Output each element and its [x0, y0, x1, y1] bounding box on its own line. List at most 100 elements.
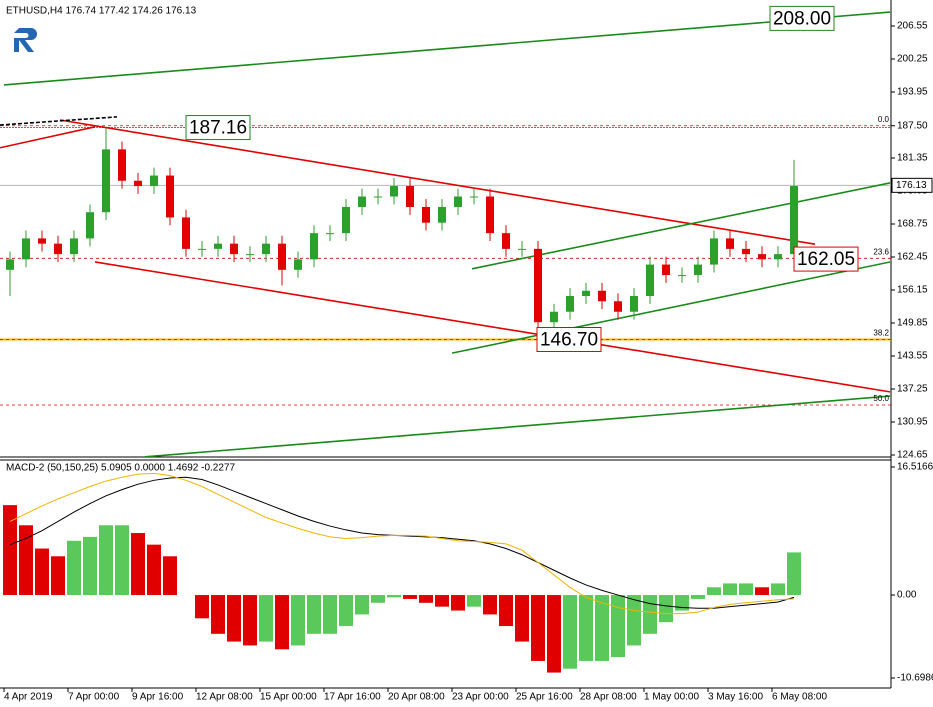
candle-body: [150, 175, 158, 187]
trendline: [94, 261, 891, 393]
y-tick-label: 124.65: [897, 450, 928, 461]
histogram-bar: [499, 595, 513, 627]
histogram-bar: [115, 525, 129, 596]
trendline: [0, 116, 118, 126]
histogram-bar: [211, 595, 225, 634]
histogram-bar: [739, 583, 753, 596]
y-tick-label: 168.75: [897, 219, 928, 230]
price-plot: [0, 11, 891, 457]
histogram-bar: [723, 583, 737, 596]
histogram-bar: [755, 587, 769, 596]
x-tick-label: 23 Apr 00:00: [452, 692, 509, 703]
trendline: [144, 395, 891, 457]
candle-body: [598, 290, 606, 302]
histogram-bar: [131, 533, 145, 596]
macd-line: [9, 472, 795, 615]
candle-body: [278, 243, 286, 270]
histogram-bar: [355, 595, 369, 615]
candle-body: [534, 248, 542, 323]
candle-body: [726, 238, 734, 249]
y-tick-label: 149.85: [897, 318, 928, 329]
x-tick-label: 3 May 16:00: [708, 692, 763, 703]
price-box: [793, 246, 859, 272]
histogram-bar: [387, 595, 401, 598]
candle-body: [22, 238, 30, 260]
price-box: [185, 115, 251, 141]
y-tick-label: 156.15: [897, 285, 928, 296]
histogram-bar: [83, 536, 97, 596]
logo: [14, 28, 37, 52]
candle-body: [342, 206, 350, 234]
candle-body: [70, 238, 78, 255]
x-tick-label: 15 Apr 00:00: [260, 692, 317, 703]
y-tick-label: 187.50: [897, 120, 928, 131]
histogram-bar: [579, 595, 593, 661]
price-box-label: 162.05: [797, 249, 855, 270]
fib-label: 38.2: [873, 329, 889, 338]
candle-body: [38, 238, 46, 244]
x-tick-label: 6 May 08:00: [772, 692, 827, 703]
candle-body: [774, 254, 782, 260]
candle-body: [438, 206, 446, 223]
y-tick-label: -10.6986: [897, 673, 933, 684]
histogram-bar: [51, 556, 65, 596]
price-box: [769, 5, 835, 31]
price-box-label: 146.70: [540, 330, 598, 351]
y-tick-label: 193.95: [897, 87, 928, 98]
x-tick-label: 7 Apr 00:00: [68, 692, 120, 703]
trendline: [451, 261, 891, 354]
histogram-bar: [323, 595, 337, 634]
histogram-bar: [275, 595, 289, 650]
histogram-bar: [243, 595, 257, 646]
histogram-bar: [3, 505, 17, 596]
candle-body: [134, 180, 142, 187]
histogram-bar: [691, 595, 705, 599]
histogram-bar: [371, 595, 385, 603]
histogram-bar: [99, 525, 113, 596]
histogram-bar: [67, 540, 81, 596]
histogram-bar: [35, 548, 49, 596]
y-tick-label: 206.55: [897, 21, 928, 32]
last-price-box: [891, 177, 933, 193]
candle-body: [102, 149, 110, 213]
candle-body: [54, 243, 62, 255]
histogram-bar: [307, 595, 321, 634]
x-tick-label: 17 Apr 16:00: [324, 692, 381, 703]
fib-label: 23.6: [873, 247, 889, 256]
histogram-bar: [627, 595, 641, 646]
candle-body: [486, 196, 494, 234]
candle-body: [182, 217, 190, 249]
x-tick-label: 9 Apr 16:00: [132, 692, 184, 703]
candle-body: [710, 238, 718, 265]
candle-body: [566, 296, 574, 312]
histogram-bar: [787, 552, 801, 596]
histogram-bar: [451, 595, 465, 611]
trendline: [0, 126, 96, 149]
candle-body: [118, 149, 126, 181]
histogram-bar: [595, 595, 609, 661]
y-tick-label: 200.25: [897, 54, 928, 65]
candle-body: [678, 275, 686, 277]
histogram-bar: [227, 595, 241, 642]
histogram-bar: [19, 525, 33, 596]
candle-body: [646, 264, 654, 297]
histogram-bar: [771, 583, 785, 596]
histogram-bar: [659, 595, 673, 623]
x-tick-label: 4 Apr 2019: [4, 692, 53, 703]
y-tick-label: 0.00: [897, 590, 917, 601]
histogram-bar: [675, 595, 689, 611]
x-tick-label: 12 Apr 08:00: [196, 692, 253, 703]
histogram-bar: [195, 595, 209, 619]
histogram-bar: [419, 595, 433, 603]
x-tick-label: 25 Apr 16:00: [516, 692, 573, 703]
candle-body: [374, 196, 382, 198]
candle-body: [694, 264, 702, 276]
y-tick-label: 137.25: [897, 384, 928, 395]
y-tick-label: 16.5166: [897, 462, 933, 473]
histogram-bar: [515, 595, 529, 642]
candle-body: [6, 259, 14, 270]
candle-body: [454, 196, 462, 207]
candle-body: [326, 233, 334, 235]
